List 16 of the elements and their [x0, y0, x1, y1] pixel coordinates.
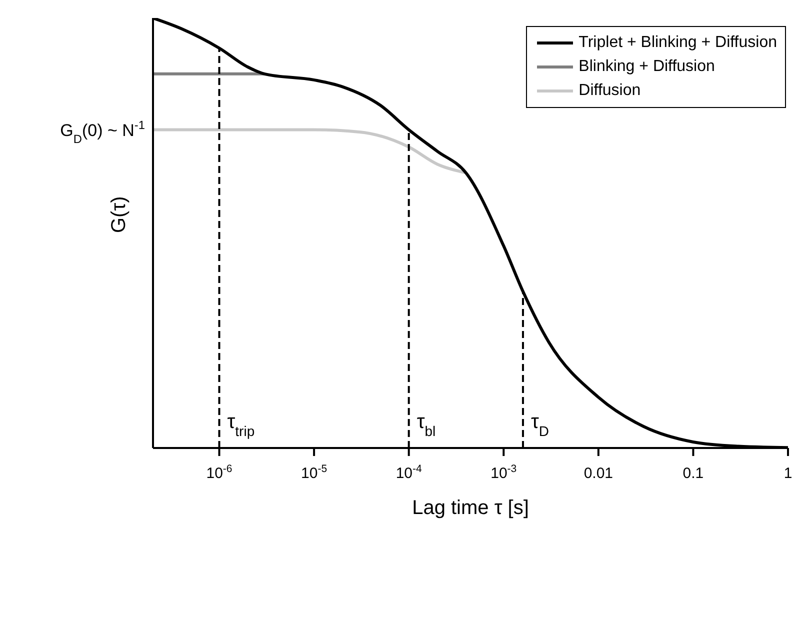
legend-label: Triplet + Blinking + Diffusion	[578, 34, 777, 52]
annotation: G$_{D}$(0) ~ N$^{-1}$	[60, 118, 146, 146]
legend-label: Blinking + Diffusion	[578, 58, 715, 76]
x-tick-label: 10$^{-3}$	[490, 463, 517, 482]
y-axis-title: G(τ)	[108, 196, 130, 233]
x-axis-title: Lag time τ [s]	[412, 497, 529, 519]
x-tick-label: 0.1	[682, 465, 704, 482]
ref-line-label: τ$_{bl}$	[416, 411, 436, 439]
x-tick-label: 10$^{-5}$	[301, 463, 328, 482]
x-tick-label: 10$^{-4}$	[396, 463, 422, 482]
ref-line-label: τ$_{D}$	[530, 411, 550, 439]
x-tick-label: 10$^{-6}$	[206, 463, 232, 482]
x-tick-label: 1	[784, 465, 792, 482]
x-tick-label: 0.01	[584, 465, 614, 482]
ref-line-label: τ$_{trip}$	[227, 411, 255, 439]
legend-label: Diffusion	[578, 82, 641, 100]
